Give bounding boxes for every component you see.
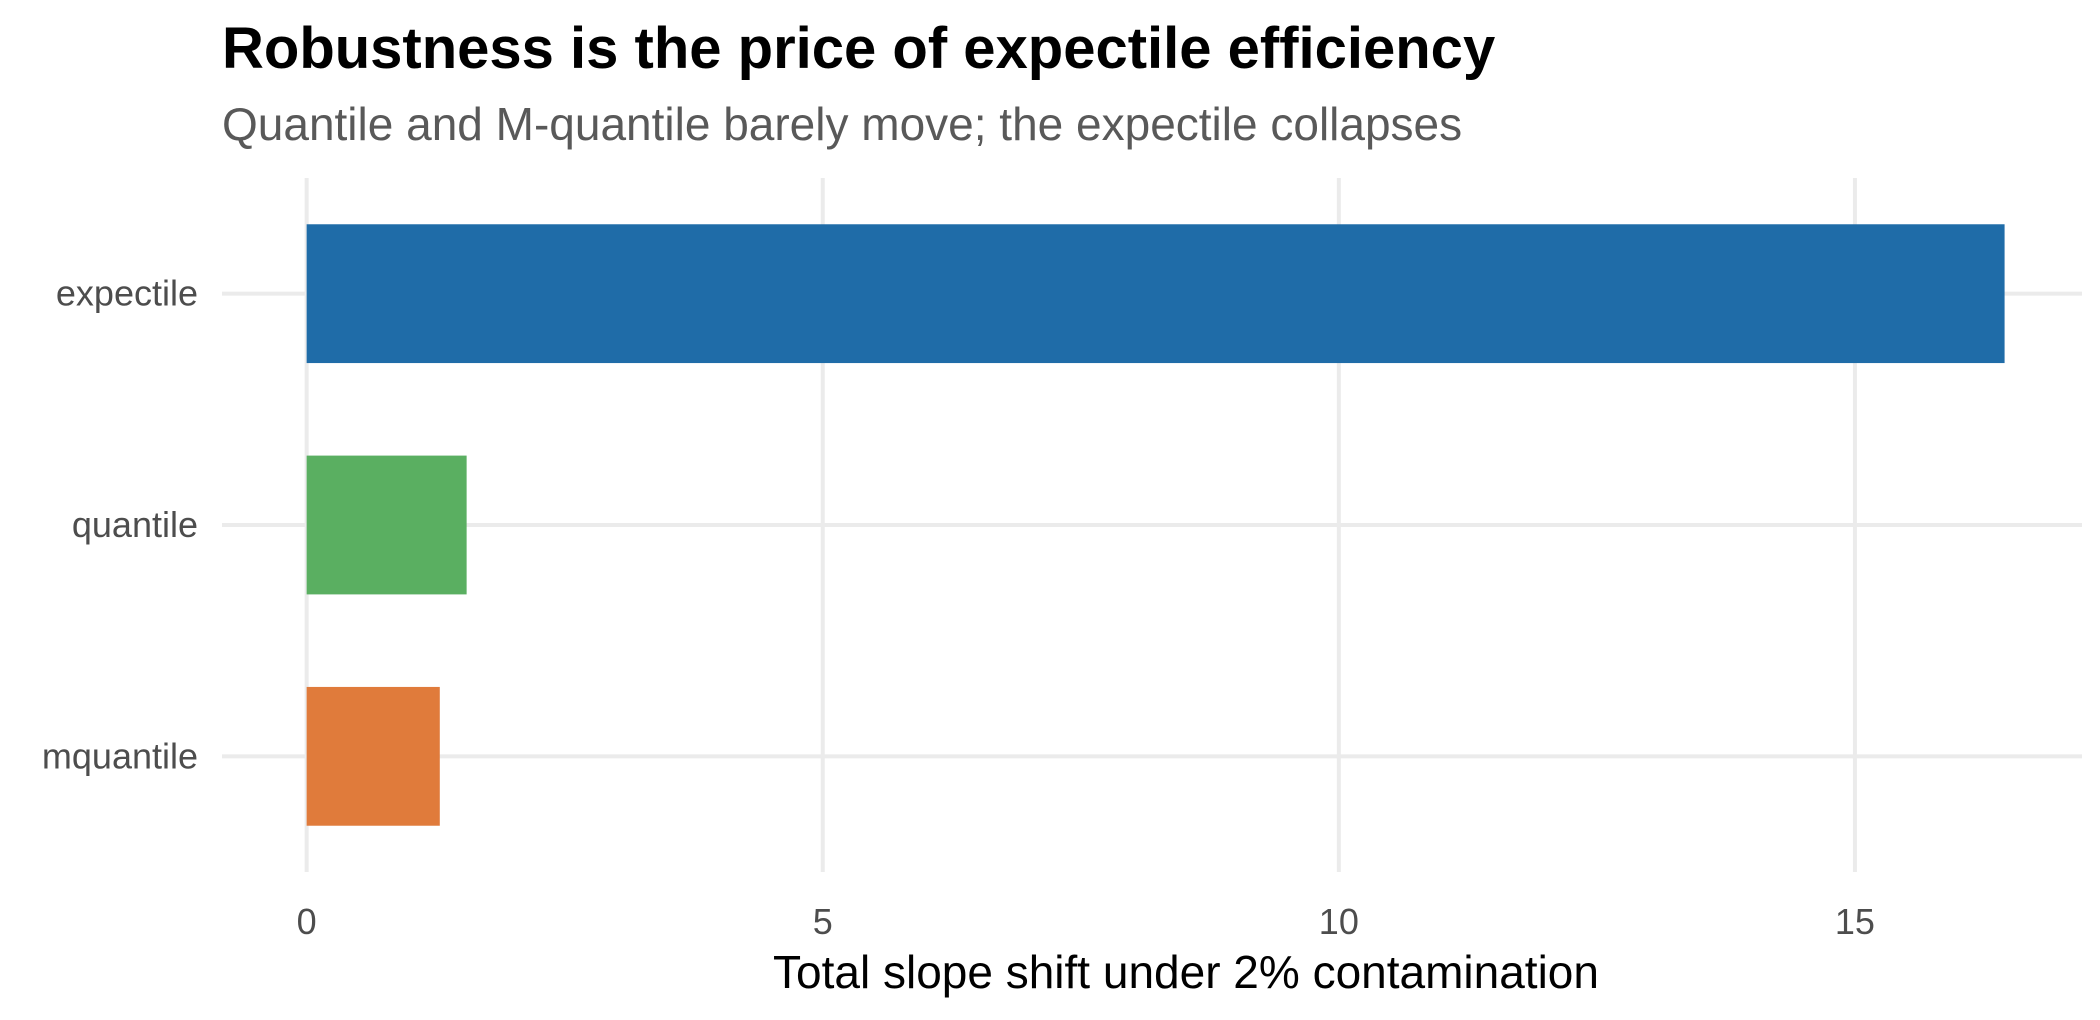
x-axis-title: Total slope shift under 2% contamination bbox=[773, 946, 1599, 998]
y-tick-label-quantile: quantile bbox=[72, 504, 198, 545]
chart-subtitle: Quantile and M-quantile barely move; the… bbox=[222, 98, 1462, 150]
labels-layer: 0 5 10 15 expectile quantile mquantile bbox=[42, 273, 1875, 942]
bar-quantile bbox=[306, 455, 467, 595]
x-tick-label: 15 bbox=[1835, 901, 1875, 942]
y-tick-label-mquantile: mquantile bbox=[42, 735, 198, 776]
x-tick-label: 10 bbox=[1319, 901, 1359, 942]
chart-title: Robustness is the price of expectile eff… bbox=[222, 16, 1495, 81]
x-tick-label: 5 bbox=[813, 901, 833, 942]
bar-expectile bbox=[306, 224, 2005, 364]
x-tick-label: 0 bbox=[297, 901, 317, 942]
bars-layer bbox=[306, 224, 2005, 826]
y-tick-label-expectile: expectile bbox=[56, 273, 198, 314]
bar-mquantile bbox=[306, 686, 440, 826]
